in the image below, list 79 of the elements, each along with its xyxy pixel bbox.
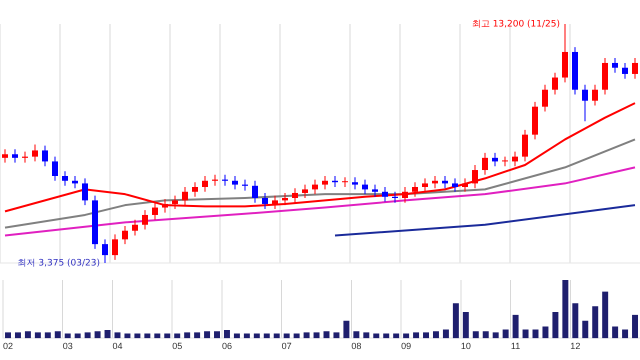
bar [134, 334, 140, 338]
bar [612, 326, 618, 338]
bar [314, 332, 320, 338]
bar [572, 303, 578, 338]
bar [492, 332, 499, 338]
bar [602, 292, 608, 338]
bar [24, 331, 31, 338]
bar [74, 334, 81, 338]
bar [363, 332, 370, 338]
bar [274, 334, 280, 338]
bar [124, 334, 130, 338]
bar [393, 334, 400, 338]
x-tick-label: 02 [3, 341, 14, 352]
bar [264, 334, 270, 338]
x-tick-label: 05 [172, 341, 182, 352]
bar [472, 331, 479, 338]
bar [432, 331, 439, 338]
bar [343, 320, 350, 338]
x-tick-label: 09 [401, 341, 412, 352]
annotation: 최저 3,375 (03/23) [18, 258, 100, 268]
x-tick-label: 11 [510, 341, 520, 352]
bar [383, 334, 390, 338]
candlestick [242, 179, 248, 192]
bar [592, 306, 598, 338]
bar [64, 334, 71, 338]
bar [214, 331, 220, 338]
x-tick-label: 12 [570, 341, 580, 352]
bar [632, 314, 638, 338]
bar [34, 332, 41, 338]
x-tick-label: 06 [222, 341, 232, 352]
candlestick [222, 174, 228, 186]
x-tick-label: 08 [351, 341, 362, 352]
bar [184, 332, 190, 338]
bar [54, 331, 61, 338]
bar [284, 334, 290, 338]
bar [144, 334, 150, 338]
bar [512, 314, 519, 338]
bar [114, 332, 120, 338]
bar [442, 329, 449, 338]
bar [353, 331, 360, 338]
annotation: 최고 13,200 (11/25) [472, 19, 560, 30]
bar [532, 329, 538, 338]
bar [333, 332, 340, 338]
bar [194, 332, 200, 338]
bar [234, 334, 240, 338]
candlestick [22, 151, 28, 164]
bar [104, 330, 111, 338]
bar [413, 332, 420, 338]
bar [403, 334, 410, 338]
bar [562, 280, 568, 338]
bar [174, 334, 180, 338]
bar [84, 332, 91, 338]
bar [254, 334, 260, 338]
bar [94, 331, 101, 338]
bar [622, 329, 628, 338]
bar [14, 332, 21, 338]
bar [552, 312, 558, 338]
bar [522, 329, 529, 338]
bar [502, 329, 509, 338]
x-tick-label: 04 [112, 341, 122, 352]
bar [582, 320, 588, 338]
bar [5, 332, 11, 338]
bar [154, 334, 160, 338]
bar [482, 331, 489, 338]
x-tick-label: 10 [460, 341, 471, 352]
bar [423, 332, 430, 338]
bar [44, 332, 51, 338]
x-tick-label: 03 [62, 341, 73, 352]
candlestick [212, 174, 218, 186]
bar [304, 332, 310, 338]
bar [204, 331, 210, 338]
bar [452, 303, 459, 338]
bar [324, 331, 330, 338]
bar [224, 330, 230, 338]
bar [542, 326, 548, 338]
x-tick-label: 07 [282, 341, 292, 352]
bar [462, 312, 469, 338]
bar [244, 334, 250, 338]
bar [294, 334, 300, 338]
